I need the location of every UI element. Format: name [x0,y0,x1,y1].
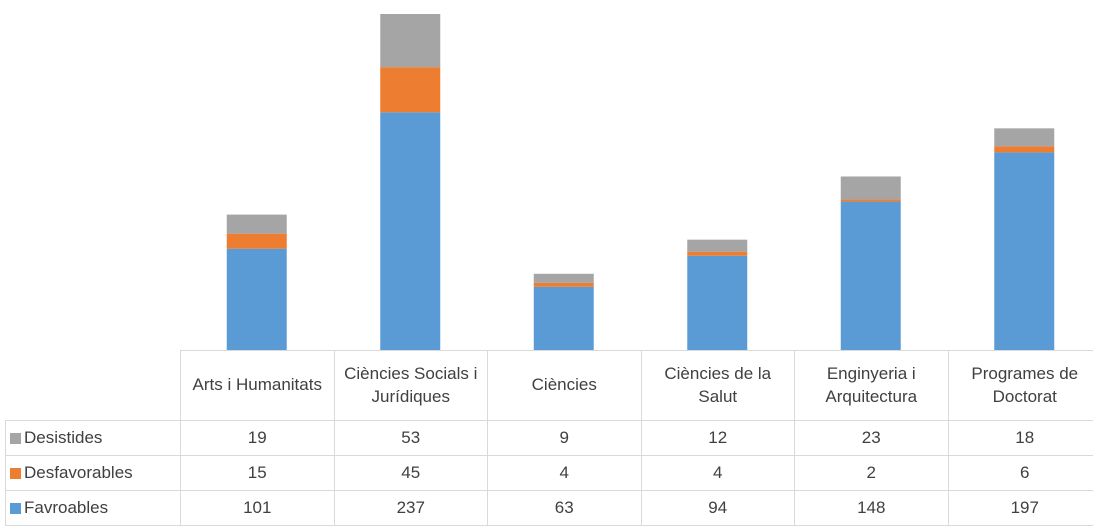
bar [533,273,594,283]
bar [994,128,1055,147]
data-label: 4 [640,455,795,491]
legend-text: Desistides [24,427,103,447]
bar [226,248,287,350]
data-label-text: 197 [1010,497,1039,517]
data-label-text: 9 [559,427,569,447]
data-label: 15 [180,455,335,491]
legend-key [10,432,21,444]
data-label: 63 [487,490,642,526]
category-label: Enginyeria i Arquitectura [794,350,949,421]
category-label: Ciències de la Salut [640,350,795,421]
data-label-text: 4 [559,462,569,482]
data-label: 53 [333,420,488,456]
data-label: 101 [180,490,335,526]
data-label-text: 2 [866,462,876,482]
data-label-text: 18 [1015,427,1035,447]
data-label: 12 [640,420,795,456]
data-label: 197 [947,490,1093,526]
bar [840,176,901,200]
data-label-text: 101 [243,497,272,517]
legend-text: Favroables [24,497,109,517]
data-label: 23 [794,420,949,456]
data-label: 4 [487,455,642,491]
data-label-text: 19 [247,427,267,447]
data-label-text: 23 [861,427,881,447]
data-label: 18 [947,420,1093,456]
bar [687,239,748,252]
category-label: Programes de Doctorat [947,350,1093,421]
data-label-text: 12 [708,427,728,447]
data-label: 9 [487,420,642,456]
category-label: Ciències Socials i Jurídiques [333,350,488,421]
bar [994,146,1055,153]
legend-key [10,502,21,514]
category-label-text: Ciències [531,375,597,395]
data-label: 6 [947,455,1093,491]
legend-key [10,467,21,479]
data-label-text: 94 [708,497,728,517]
legend-entry: Favroables [5,490,181,526]
data-label-text: 53 [401,427,421,447]
bar [380,112,441,350]
bar [840,201,901,350]
bar [533,282,594,287]
category-label-text: Enginyeria i Arquitectura [825,363,918,406]
bar [226,233,287,249]
legend-entry: Desistides [5,420,181,456]
data-label-text: 237 [396,497,425,517]
bar [994,152,1055,350]
bar [533,286,594,350]
data-label: 19 [180,420,335,456]
data-label-text: 63 [554,497,574,517]
bar [380,14,441,68]
bar [380,67,441,113]
data-label-text: 15 [247,462,267,482]
data-label: 45 [333,455,488,491]
data-label: 148 [794,490,949,526]
category-label-text: Ciències de la Salut [664,363,772,406]
legend-entry: Desfavorables [5,455,181,491]
data-label-text: 6 [1020,462,1030,482]
category-label-text: Arts i Humanitats [192,375,322,395]
category-label-text: Programes de Doctorat [971,363,1079,406]
category-label: Ciències [487,350,642,421]
bar [226,214,287,234]
data-label-text: 45 [401,462,421,482]
data-label: 94 [640,490,795,526]
data-label: 237 [333,490,488,526]
data-label: 2 [794,455,949,491]
data-label-text: 148 [857,497,886,517]
category-label-text: Ciències Socials i Jurídiques [344,363,478,406]
legend-text: Desfavorables [24,462,133,482]
data-label-text: 4 [713,462,723,482]
category-label: Arts i Humanitats [180,350,335,421]
bar [687,251,748,256]
bar [687,255,748,350]
bar [840,199,901,202]
